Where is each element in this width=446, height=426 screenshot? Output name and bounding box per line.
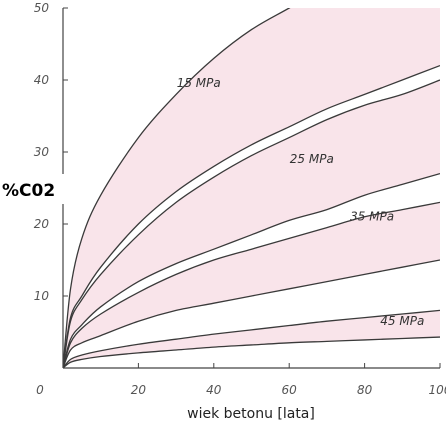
- x-tick-label-80: 80: [357, 383, 373, 397]
- y-tick-label-10: 10: [34, 289, 50, 303]
- x-tick-label-0: 0: [36, 383, 44, 397]
- band-fill-2: [63, 80, 440, 368]
- ylabel-backdrop: [0, 174, 64, 204]
- band-3-upper-curve: [63, 201, 440, 368]
- y-tick-label-40: 40: [34, 73, 50, 87]
- y-tick-label-20: 20: [34, 217, 50, 231]
- y-tick-label-50: 50: [34, 1, 50, 15]
- band-fill-4: [63, 310, 440, 368]
- band-fill-1: [63, 8, 440, 368]
- axes-layer: 0 20 40 60 80 100 10 20 30 40 50: [34, 1, 446, 397]
- y-tick-label-30: 30: [34, 145, 50, 159]
- band-2-lower-curve: [63, 172, 440, 368]
- x-tick-label-60: 60: [282, 383, 298, 397]
- band-1-lower-curve: [63, 64, 440, 368]
- band-1-upper-curve: [63, 8, 291, 368]
- band-3-lower-curve: [63, 259, 440, 368]
- band-4-lower-curve: [63, 336, 440, 368]
- band-label-4: 45 MPa: [380, 314, 424, 328]
- y-axis-label: %C02: [2, 181, 55, 201]
- x-axis-label: wiek betonu [lata]: [187, 406, 315, 422]
- band-label-3: 35 MPa: [350, 209, 394, 223]
- band-fill-3: [63, 202, 440, 368]
- bands-layer: [63, 8, 440, 368]
- band-label-1: 15 MPa: [177, 76, 221, 90]
- band-label-2: 25 MPa: [290, 152, 334, 166]
- x-tick-label-40: 40: [206, 383, 222, 397]
- curves-layer: [63, 8, 440, 368]
- x-tick-label-100: 100: [429, 383, 446, 397]
- labels-layer: 15 MPa 25 MPa 35 MPa 45 MPa: [177, 76, 425, 328]
- band-4-upper-curve: [63, 309, 440, 368]
- band-2-upper-curve: [63, 79, 440, 368]
- x-tick-label-20: 20: [131, 383, 147, 397]
